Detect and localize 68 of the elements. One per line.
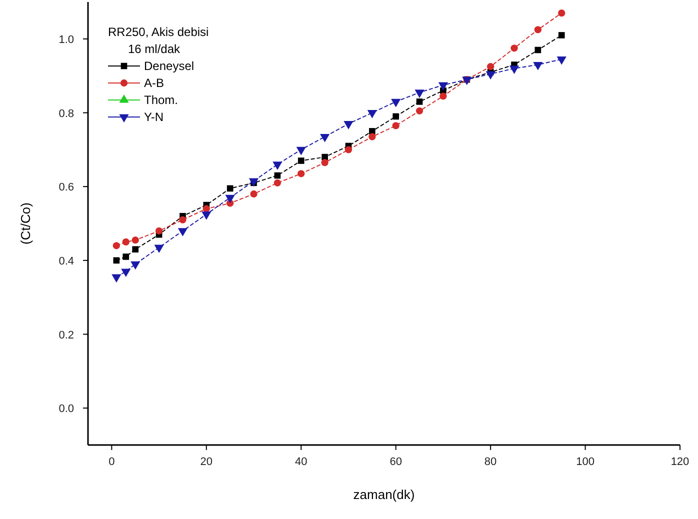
x-tick-label: 40	[294, 456, 308, 468]
point	[202, 211, 212, 220]
point	[344, 121, 354, 130]
y-tick-label: 0.2	[58, 329, 74, 342]
y-tick-label: 1.0	[58, 34, 74, 46]
point	[274, 172, 281, 179]
point	[510, 44, 518, 52]
y-tick-label: 0.0	[58, 403, 74, 416]
point	[154, 244, 164, 254]
legend-label: Y-N	[144, 110, 164, 124]
point	[416, 107, 424, 114]
point	[202, 205, 210, 212]
point	[298, 170, 305, 178]
point	[320, 134, 330, 142]
point	[440, 92, 447, 100]
point	[121, 268, 131, 278]
legend-label: Deneysel	[144, 59, 194, 73]
point	[225, 194, 235, 204]
point	[112, 242, 120, 250]
point	[250, 190, 258, 198]
point	[272, 162, 282, 170]
x-axis-title: zaman(dk)	[353, 487, 415, 502]
point	[391, 98, 401, 108]
point	[486, 71, 496, 80]
x-tick-label: 120	[670, 456, 690, 468]
point	[132, 246, 139, 253]
point	[416, 98, 423, 105]
x-tick-label: 0	[108, 456, 115, 468]
point	[122, 238, 130, 246]
point	[486, 63, 494, 70]
y-axis-title: (Ct/Co)	[18, 202, 33, 244]
point	[509, 66, 520, 74]
point	[226, 185, 234, 192]
point	[321, 159, 328, 166]
point	[414, 90, 424, 98]
point	[367, 110, 377, 118]
point	[112, 274, 122, 283]
point	[298, 158, 304, 164]
point	[534, 46, 542, 54]
point	[556, 56, 566, 65]
point	[296, 146, 306, 156]
point	[130, 261, 140, 270]
point	[122, 254, 130, 260]
point	[344, 146, 352, 154]
point	[274, 179, 282, 186]
point	[113, 257, 120, 264]
point	[179, 216, 186, 224]
legend-label: A-B	[144, 76, 164, 90]
legend-label: Thom.	[144, 93, 178, 107]
point	[368, 133, 376, 140]
point	[534, 26, 542, 34]
y-tick-label: 0.4	[58, 255, 74, 268]
x-tick-label: 60	[390, 456, 402, 468]
point	[392, 113, 400, 120]
point	[438, 82, 448, 91]
point	[178, 228, 188, 236]
x-tick-label: 80	[484, 456, 497, 468]
y-tick-label: 0.6	[58, 182, 74, 194]
point	[558, 32, 565, 38]
point	[533, 62, 543, 70]
y-tick-label: 0.8	[58, 108, 74, 120]
x-tick-label: 20	[200, 456, 213, 468]
point	[132, 236, 139, 244]
point	[392, 122, 400, 130]
legend-title: RR250, Akis debisi 16 ml/dak	[108, 25, 209, 56]
point	[155, 227, 163, 234]
x-tick-label: 100	[576, 456, 594, 468]
point	[558, 10, 566, 17]
